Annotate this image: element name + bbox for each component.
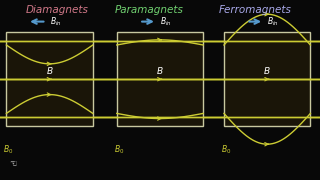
Text: Diamagnets: Diamagnets [26,5,88,15]
Text: $B_{in}$: $B_{in}$ [160,15,172,28]
Text: ☜: ☜ [9,159,17,168]
Bar [117,32,203,126]
Text: $B$: $B$ [46,65,53,76]
Text: $B$: $B$ [156,65,164,76]
Text: $B_0$: $B_0$ [221,144,231,156]
Text: Paramagnets: Paramagnets [115,5,184,15]
Text: Ferromagnets: Ferromagnets [219,5,292,15]
Text: $B_{in}$: $B_{in}$ [50,15,61,28]
Text: $B_{in}$: $B_{in}$ [267,15,279,28]
Text: $B$: $B$ [263,65,271,76]
Bar [224,32,310,126]
Text: $B_0$: $B_0$ [3,144,13,156]
Text: $B_0$: $B_0$ [114,144,124,156]
Bar [6,32,93,126]
